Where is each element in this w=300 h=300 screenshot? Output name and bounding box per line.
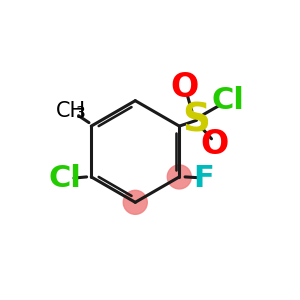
Text: F: F [193,164,214,193]
Text: 3: 3 [76,106,85,121]
Circle shape [167,165,191,189]
Text: S: S [182,101,211,139]
Text: O: O [201,128,229,161]
Text: O: O [171,71,199,104]
Text: CH: CH [56,101,86,121]
Text: Cl: Cl [211,86,244,115]
Text: Cl: Cl [48,164,81,193]
Circle shape [123,190,147,214]
